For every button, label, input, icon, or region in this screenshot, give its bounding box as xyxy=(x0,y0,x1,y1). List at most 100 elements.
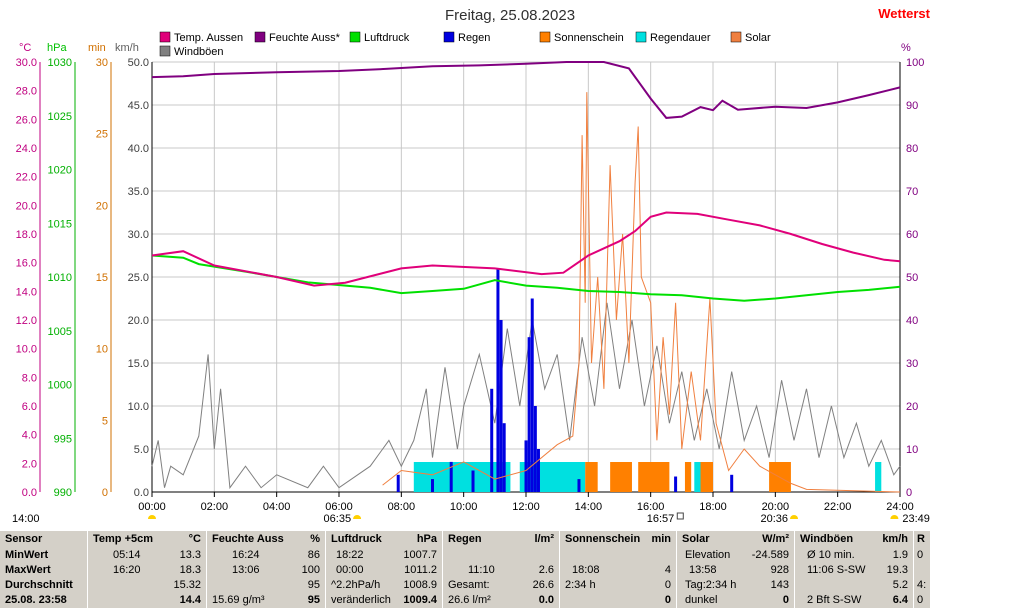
hum-tick-label: 20 xyxy=(906,401,918,413)
series-bar-4 xyxy=(638,462,670,492)
legend-label: Regendauer xyxy=(650,32,711,44)
col-luftdruck: Luftdruck hPa 18:22 1007.7 00:00 1011.2 ^2.… xyxy=(326,531,442,608)
sonne-header: Sonnenschein xyxy=(565,533,641,545)
temp-current: 14.4 xyxy=(179,594,201,606)
hum-tick-label: 100 xyxy=(906,57,924,69)
unit-min: min xyxy=(88,42,106,54)
series-bar-4 xyxy=(684,462,692,492)
temp-tick-label: 26.0 xyxy=(16,114,37,126)
feuchte-avg: 95 xyxy=(307,579,320,591)
plot-area xyxy=(151,61,901,493)
chart-title: Freitag, 25.08.2023 xyxy=(445,7,575,24)
min-tick-label: 30 xyxy=(96,57,108,69)
sonne-avg: 0 xyxy=(664,579,671,591)
solar-day: Tag:2:34 h xyxy=(685,579,737,591)
series-bar-3 xyxy=(577,479,581,492)
axes: 00:00 02:00 04:00 06:00 08:00 10:00 12:00 14:00… xyxy=(16,57,925,513)
wind-tick-label: 5.0 xyxy=(134,444,149,456)
wind-tick-label: 20.0 xyxy=(128,315,149,327)
press-state: veränderlich xyxy=(331,594,391,606)
min-tick-label: 25 xyxy=(96,129,108,141)
sonne-current: 0 xyxy=(664,594,671,606)
series-bar-3 xyxy=(730,474,734,492)
wind-header: Windböen xyxy=(800,533,854,545)
press-tick-label: 1000 xyxy=(48,380,72,392)
temp-tick-label: 22.0 xyxy=(16,172,37,184)
unit-wind: km/h xyxy=(115,42,139,54)
wind-tick-label: 45.0 xyxy=(128,100,149,112)
solar-header: Solar xyxy=(682,533,710,545)
min-tick-label: 15 xyxy=(96,272,108,284)
hum-tick-label: 30 xyxy=(906,358,918,370)
series-bar-3 xyxy=(449,461,453,492)
solar-state: dunkel xyxy=(685,594,718,606)
extra-r0: 0 xyxy=(917,549,924,561)
wind-bft: 2 Bft S-SW xyxy=(807,594,862,606)
press-max: 1011.2 xyxy=(404,564,437,576)
legend-swatch xyxy=(539,31,551,43)
temp-max-time: 16:20 xyxy=(113,564,141,576)
press-tick-label: 1025 xyxy=(48,111,72,123)
min-tick-label: 0 xyxy=(102,487,108,499)
col-extra: R 0 4: 0 xyxy=(914,531,930,608)
wind-avg10: 1.9 xyxy=(892,549,908,561)
temp-tick-label: 24.0 xyxy=(16,143,37,155)
x-tick-label: 20:00 xyxy=(762,501,790,513)
regen-total-label: Gesamt: xyxy=(448,579,490,591)
sonne-total: 2:34 h xyxy=(565,579,596,591)
sensor-header: Sensor xyxy=(5,533,43,545)
temp-header: Temp +5cm xyxy=(93,533,154,545)
solar-max: 928 xyxy=(770,564,789,576)
wind-tick-label: 0.0 xyxy=(134,487,149,499)
event-time: 14:00 xyxy=(12,513,40,525)
series-line-6 xyxy=(382,92,901,493)
col-temp: Temp +5cm °C 05:14 13.3 16:20 18.3 15.32 14… xyxy=(88,531,206,608)
unit-hum: % xyxy=(901,42,911,54)
press-tick-label: 1020 xyxy=(48,165,72,177)
temp-unit: °C xyxy=(188,533,201,545)
temp-min-time: 05:14 xyxy=(113,549,141,561)
series-bar-3 xyxy=(674,476,678,492)
series-bar-4 xyxy=(700,462,713,492)
temp-tick-label: 28.0 xyxy=(16,86,37,98)
regen-current: 0.0 xyxy=(538,594,554,606)
wind-current: 6.4 xyxy=(892,594,908,606)
unit-temp: °C xyxy=(19,42,31,54)
series-bar-3 xyxy=(527,337,531,492)
x-tick-label: 08:00 xyxy=(388,501,416,513)
feuchte-abs: 15.69 g/m³ xyxy=(212,594,265,606)
regen-header: Regen xyxy=(448,533,482,545)
solar-elev-label: Elevation xyxy=(685,549,731,561)
brand-label: Wetterst xyxy=(878,6,930,21)
temp-tick-label: 2.0 xyxy=(22,458,37,470)
wind-avg: 5.2 xyxy=(892,579,908,591)
temp-tick-label: 18.0 xyxy=(16,229,37,241)
feuchte-max-time: 13:06 xyxy=(232,564,260,576)
regen-day: 26.6 l/m² xyxy=(448,594,491,606)
legend-swatch xyxy=(635,31,647,43)
extra-header: R xyxy=(917,533,925,545)
feuchte-header: Feuchte Auss xyxy=(212,533,284,545)
wind-max: 19.3 xyxy=(886,564,908,576)
feuchte-max: 100 xyxy=(301,564,320,576)
event-time: 20:36 xyxy=(761,513,789,525)
press-max-time: 00:00 xyxy=(336,564,364,576)
col-sensor: Sensor MinWert MaxWert Durchschnitt 25.0… xyxy=(0,531,87,608)
x-tick-label: 10:00 xyxy=(450,501,478,513)
legend: Temp. Aussen Feuchte Auss* Luftdruck Regen S… xyxy=(159,31,771,58)
series-bar-3 xyxy=(490,388,494,492)
feuchte-min-time: 16:24 xyxy=(232,549,260,561)
press-tick-label: 1010 xyxy=(48,272,72,284)
weather-chart: Freitag, 25.08.2023 Wetterst Temp. Ausse… xyxy=(12,6,931,525)
series-bar-5 xyxy=(413,462,511,492)
sun-event-marker xyxy=(890,515,899,519)
event-time: 16:57 xyxy=(647,513,675,525)
hum-tick-label: 80 xyxy=(906,143,918,155)
regen-total: 26.6 xyxy=(532,579,554,591)
sun-event-marker xyxy=(148,515,156,519)
press-tick-label: 1005 xyxy=(48,326,72,338)
temp-tick-label: 14.0 xyxy=(16,286,37,298)
hum-tick-label: 50 xyxy=(906,272,918,284)
temp-tick-label: 8.0 xyxy=(22,372,37,384)
x-tick-label: 04:00 xyxy=(263,501,291,513)
